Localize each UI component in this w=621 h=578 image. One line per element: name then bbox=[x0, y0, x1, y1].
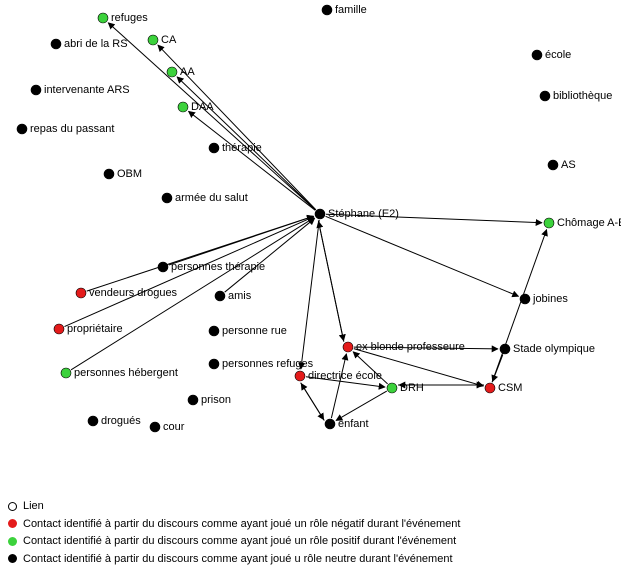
node-persTherapie bbox=[158, 262, 168, 272]
node-label-chomage: Chômage A-E bbox=[557, 217, 621, 229]
node-label-prison: prison bbox=[201, 394, 231, 406]
legend-row-positive: Contact identifié à partir du discours c… bbox=[8, 533, 460, 550]
node-prison bbox=[188, 395, 198, 405]
legend-row-lien: Lien bbox=[8, 498, 460, 515]
node-label-famille: famille bbox=[335, 4, 367, 16]
edge bbox=[336, 391, 387, 420]
node-proprietaire bbox=[54, 324, 64, 334]
node-stadeOlymp bbox=[500, 344, 510, 354]
legend-row-negative: Contact identifié à partir du discours c… bbox=[8, 516, 460, 533]
node-bibliotheque bbox=[540, 91, 550, 101]
node-label-armeeSalut: armée du salut bbox=[175, 192, 248, 204]
node-amis bbox=[215, 291, 225, 301]
node-exBlonde bbox=[343, 342, 353, 352]
legend-label-neutral: Contact identifié à partir du discours c… bbox=[23, 551, 453, 568]
node-directrice bbox=[295, 371, 305, 381]
node-stephane bbox=[315, 209, 325, 219]
edge bbox=[225, 218, 315, 292]
node-cour bbox=[150, 422, 160, 432]
node-label-CA: CA bbox=[161, 34, 177, 46]
node-label-DRH: DRH bbox=[400, 382, 424, 394]
edge bbox=[319, 221, 344, 341]
node-label-cour: cour bbox=[163, 421, 185, 433]
node-enfant bbox=[325, 419, 335, 429]
legend-label-positive: Contact identifié à partir du discours c… bbox=[23, 533, 456, 550]
node-label-persTherapie: personnes thérapie bbox=[171, 261, 265, 273]
node-abriRS bbox=[51, 39, 61, 49]
node-repasPassant bbox=[17, 124, 27, 134]
node-label-exBlonde: ex blonde professeure bbox=[356, 341, 465, 353]
node-label-abriRS: abri de la RS bbox=[64, 38, 128, 50]
edge bbox=[108, 23, 315, 210]
node-label-intervenanteARS: intervenante ARS bbox=[44, 84, 130, 96]
legend-dot-negative bbox=[8, 519, 17, 528]
node-famille bbox=[322, 5, 332, 15]
node-AA bbox=[167, 67, 177, 77]
legend-label-negative: Contact identifié à partir du discours c… bbox=[23, 516, 460, 533]
node-label-bibliotheque: bibliothèque bbox=[553, 90, 612, 102]
node-label-persHebergent: personnes hébergent bbox=[74, 367, 178, 379]
node-label-jobines: jobines bbox=[532, 293, 568, 305]
legend: Lien Contact identifié à partir du disco… bbox=[0, 491, 468, 578]
node-label-CSM: CSM bbox=[498, 382, 522, 394]
node-label-stadeOlymp: Stade olympique bbox=[513, 343, 595, 355]
node-label-amis: amis bbox=[228, 290, 252, 302]
node-label-enfant: enfant bbox=[338, 418, 369, 430]
node-label-repasPassant: repas du passant bbox=[30, 123, 114, 135]
node-label-OBM: OBM bbox=[117, 168, 142, 180]
node-intervenanteARS bbox=[31, 85, 41, 95]
edge bbox=[326, 216, 519, 296]
node-label-vendeursDrogues: vendeurs drogues bbox=[89, 287, 178, 299]
node-label-therapie: thérapie bbox=[222, 142, 262, 154]
legend-row-neutral: Contact identifié à partir du discours c… bbox=[8, 551, 460, 568]
node-label-persRefuges: personnes refuges bbox=[222, 358, 314, 370]
edge bbox=[87, 216, 314, 291]
node-DAA bbox=[178, 102, 188, 112]
legend-dot-lien bbox=[8, 502, 17, 511]
node-CA bbox=[148, 35, 158, 45]
node-label-AA: AA bbox=[180, 66, 195, 78]
node-label-ecole: école bbox=[545, 49, 571, 61]
node-label-proprietaire: propriétaire bbox=[67, 323, 123, 335]
node-persHebergent bbox=[61, 368, 71, 378]
node-label-stephane: Stéphane (E2) bbox=[328, 208, 399, 220]
node-therapie bbox=[209, 143, 219, 153]
node-OBM bbox=[104, 169, 114, 179]
node-jobines bbox=[520, 294, 530, 304]
edge bbox=[331, 354, 346, 418]
legend-dot-neutral bbox=[8, 554, 17, 563]
node-label-directrice: directrice école bbox=[308, 370, 382, 382]
legend-label-lien: Lien bbox=[23, 498, 44, 515]
edge bbox=[492, 230, 547, 383]
node-AS bbox=[548, 160, 558, 170]
node-label-drogues: drogués bbox=[101, 415, 141, 427]
node-ecole bbox=[532, 50, 542, 60]
node-armeeSalut bbox=[162, 193, 172, 203]
node-label-refuges: refuges bbox=[111, 12, 148, 24]
node-persRefuges bbox=[209, 359, 219, 369]
node-label-personneRue: personne rue bbox=[222, 325, 287, 337]
node-vendeursDrogues bbox=[76, 288, 86, 298]
nodes-layer: refuges famille abri de la RS CA école AA inte… bbox=[17, 4, 621, 433]
node-drogues bbox=[88, 416, 98, 426]
legend-dot-positive bbox=[8, 537, 17, 546]
node-DRH bbox=[387, 383, 397, 393]
edge bbox=[301, 220, 319, 369]
node-label-AS: AS bbox=[561, 159, 576, 171]
edge bbox=[301, 384, 324, 421]
node-refuges bbox=[98, 13, 108, 23]
node-label-DAA: DAA bbox=[191, 101, 214, 113]
node-CSM bbox=[485, 383, 495, 393]
node-chomage bbox=[544, 218, 554, 228]
node-personneRue bbox=[209, 326, 219, 336]
